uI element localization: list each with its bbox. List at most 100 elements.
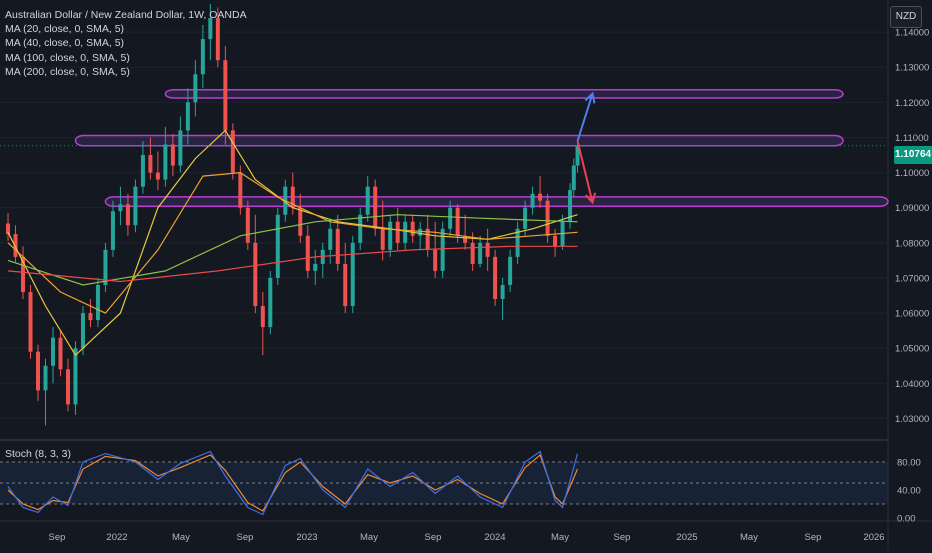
candle-body [358, 214, 363, 243]
ma100-line [7, 214, 578, 286]
time-tick-label: May [360, 532, 378, 543]
stoch-legend[interactable]: Stoch (8, 3, 3) [5, 448, 71, 460]
price-tick-label: 1.14000 [895, 28, 929, 39]
candle-body [373, 186, 378, 229]
candle-body [380, 228, 385, 250]
candle-body [58, 337, 63, 370]
candle-body [163, 144, 168, 180]
candle-body [388, 221, 393, 250]
symbol-title[interactable]: Australian Dollar / New Zealand Dollar, … [5, 9, 247, 21]
candle-body [410, 221, 415, 236]
candle-body [568, 190, 573, 222]
candle-body [418, 228, 423, 236]
stoch-d-line [7, 453, 579, 512]
candle-body [305, 235, 310, 271]
candle-body [515, 228, 520, 257]
candle-body [530, 193, 535, 208]
current-price-label: 1.10764 [894, 146, 932, 164]
candle-body [65, 369, 70, 405]
candle-body [50, 337, 55, 366]
candle-body [215, 18, 220, 61]
candle-body [403, 221, 408, 243]
candle-body [365, 186, 370, 215]
candle-body [571, 165, 576, 191]
candle-body [103, 249, 108, 285]
candle-body [260, 306, 265, 328]
candle-body [485, 242, 490, 257]
time-tick-label: 2025 [676, 532, 697, 543]
candle-body [118, 204, 123, 212]
candle-body [508, 256, 513, 285]
time-tick-label: Sep [425, 532, 442, 543]
candle-body [193, 74, 198, 103]
ma200-line [7, 245, 578, 283]
stoch-tick-label: 0.00 [897, 514, 916, 525]
candle-body [43, 365, 48, 391]
candle-body [185, 102, 190, 131]
candle-body [500, 284, 505, 300]
resistance-zone [104, 196, 889, 207]
candle-body [575, 145, 580, 166]
candle-body [478, 242, 483, 264]
chart-legend: Australian Dollar / New Zealand Dollar, … [5, 8, 247, 79]
candle-body [148, 155, 153, 173]
candle-body [470, 242, 475, 264]
ma200-legend[interactable]: MA (200, close, 0, SMA, 5) [5, 65, 130, 78]
candle-body [433, 249, 438, 271]
time-tick-label: 2026 [863, 532, 884, 543]
candle-body [245, 207, 250, 243]
price-tick-label: 1.04000 [895, 379, 929, 390]
candle-body [208, 18, 213, 40]
candle-body [6, 223, 11, 235]
candle-body [21, 256, 26, 292]
candle-body [110, 211, 115, 250]
ma100-legend[interactable]: MA (100, close, 0, SMA, 5) [5, 51, 130, 64]
candle-body [223, 60, 228, 131]
down-arrow-head [585, 192, 597, 205]
currency-button[interactable]: NZD [890, 6, 922, 28]
candle-body [13, 234, 18, 257]
candle-body [463, 235, 468, 243]
candle-body [545, 200, 550, 236]
candle-body [335, 228, 340, 264]
ma20-legend[interactable]: MA (20, close, 0, SMA, 5) [5, 23, 125, 36]
candle-body [440, 228, 445, 271]
price-tick-label: 1.09000 [895, 203, 929, 214]
price-tick-label: 1.05000 [895, 344, 929, 355]
candle-body [343, 263, 348, 307]
candle-body [253, 242, 258, 307]
down-arrow [576, 140, 594, 203]
up-arrow [576, 93, 594, 142]
candle-body [140, 155, 145, 187]
candle-body [298, 207, 303, 236]
stoch-tick-label: 40.00 [897, 486, 921, 497]
ma40-legend[interactable]: MA (40, close, 0, SMA, 5) [5, 37, 125, 50]
price-tick-label: 1.03000 [895, 414, 929, 425]
price-tick-label: 1.10000 [895, 168, 929, 179]
candle-body [455, 207, 460, 236]
time-tick-label: Sep [237, 532, 254, 543]
candle-body [88, 313, 93, 321]
stoch-k-line [7, 450, 579, 516]
candle-body [36, 351, 41, 391]
candle-body [268, 277, 273, 328]
candle-body [395, 221, 400, 243]
time-tick-label: 2023 [296, 532, 317, 543]
resistance-zone [74, 134, 844, 147]
time-tick-label: Sep [805, 532, 822, 543]
candle-body [350, 242, 355, 307]
time-tick-label: Sep [49, 532, 66, 543]
candle-body [328, 228, 333, 250]
candle-body [448, 207, 453, 229]
candle-body [170, 144, 175, 166]
price-tick-label: 1.13000 [895, 63, 929, 74]
candle-body [133, 186, 138, 226]
ma20-line [7, 129, 578, 357]
time-tick-label: May [551, 532, 569, 543]
time-tick-label: May [172, 532, 190, 543]
candle-body [155, 172, 160, 180]
candle-body [178, 130, 183, 166]
up-arrow-head [584, 91, 596, 104]
